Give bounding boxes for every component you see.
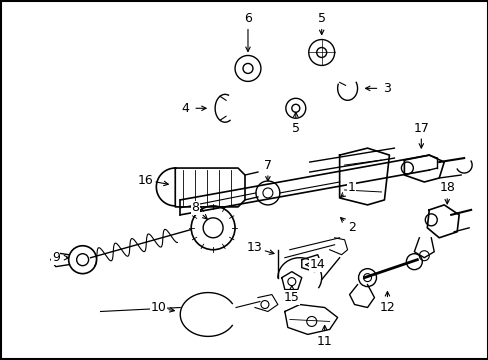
Text: 3: 3 <box>383 82 390 95</box>
Text: 12: 12 <box>379 301 394 314</box>
Text: 4: 4 <box>181 102 189 115</box>
Text: 7: 7 <box>264 158 271 172</box>
Text: 9: 9 <box>52 251 60 264</box>
Text: 2: 2 <box>347 221 355 234</box>
Text: 5: 5 <box>317 12 325 25</box>
Text: 17: 17 <box>412 122 428 135</box>
Text: 13: 13 <box>246 241 262 254</box>
Text: 5: 5 <box>291 122 299 135</box>
Text: 14: 14 <box>309 258 325 271</box>
Text: 16: 16 <box>137 174 153 186</box>
Text: 6: 6 <box>244 12 251 25</box>
Text: 8: 8 <box>191 201 199 215</box>
Text: 10: 10 <box>150 301 166 314</box>
Text: 15: 15 <box>284 291 299 304</box>
Text: 18: 18 <box>438 181 454 194</box>
Text: 1: 1 <box>347 181 355 194</box>
Text: 11: 11 <box>316 335 332 348</box>
